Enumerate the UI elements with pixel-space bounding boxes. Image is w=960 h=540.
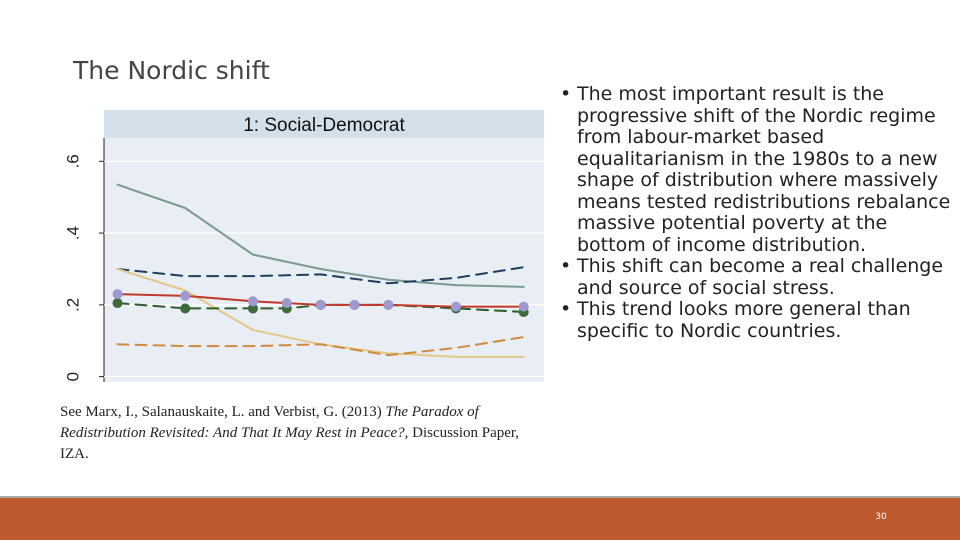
footer-bar: [0, 498, 960, 540]
citation-title: The Paradox of Redistribution Revisited:…: [60, 404, 479, 441]
bullet-item-3: This trend looks more general than speci…: [560, 298, 955, 342]
series-6-point: [383, 299, 394, 310]
bullet-item-2: This shift can become a real challenge a…: [560, 255, 955, 299]
panel-header: [104, 110, 544, 138]
series-6-point: [281, 298, 292, 309]
y-tick-label: .6: [63, 154, 82, 168]
page-number: 30: [875, 512, 887, 522]
series-line-1: [116, 183, 525, 288]
grid-lines: [104, 160, 544, 378]
series-line-2: [116, 266, 525, 285]
panel-title: 1: Social-Democrat: [243, 115, 405, 136]
series-5-point: [247, 303, 258, 314]
series-6-point: [451, 301, 461, 312]
bullet-item-1: The most important result is the progres…: [560, 83, 955, 256]
y-tick-label: 0: [63, 372, 82, 381]
series-6-point: [349, 299, 360, 310]
line-chart: 1: Social-Democrat 0 .2 .4 .6: [50, 96, 550, 386]
citation-authors: See Marx, I., Salanauskaite, L. and Verb…: [60, 404, 386, 420]
series-group: [112, 183, 529, 358]
series-5-point: [180, 303, 191, 314]
series-5-point: [112, 298, 123, 309]
series-6-point: [247, 296, 258, 307]
plot-area: [104, 138, 544, 382]
series-6-point: [315, 299, 326, 310]
citation-source: , Discussion Paper, IZA.: [60, 425, 520, 462]
y-tick-label: .2: [63, 298, 82, 312]
series-6-point: [518, 301, 529, 312]
series-line-4: [116, 336, 525, 357]
bullet-list: The most important result is the progres…: [560, 83, 955, 342]
series-6-point: [112, 289, 123, 300]
y-tick-label: .4: [63, 226, 82, 240]
slide-title: The Nordic shift: [73, 56, 270, 85]
y-axis: 0 .2 .4 .6: [63, 154, 104, 381]
footer-divider: [0, 496, 960, 498]
citation: See Marx, I., Salanauskaite, L. and Verb…: [60, 402, 520, 465]
series-6-point: [180, 290, 191, 301]
